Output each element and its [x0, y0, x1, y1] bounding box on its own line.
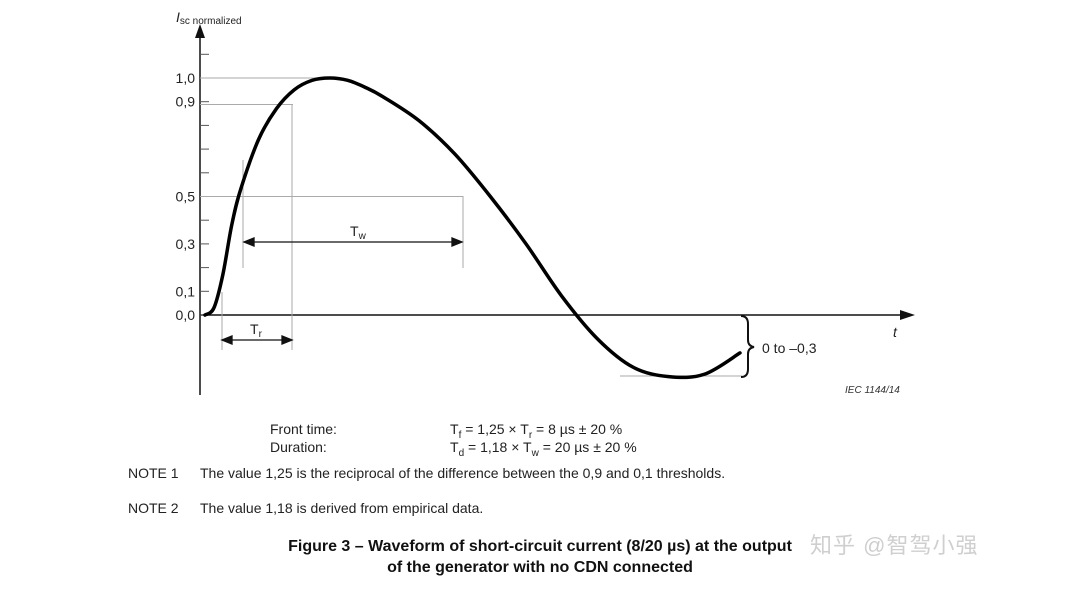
tw-dimension: [242, 237, 464, 247]
note-1-text: The value 1,25 is the reciprocal of the …: [200, 465, 726, 481]
duration-formula: Td = 1,18 × Tw = 20 µs ± 20 %: [450, 439, 637, 459]
x-axis-label: t: [893, 324, 898, 340]
x-axis-arrow: [900, 310, 915, 320]
y-minor-ticks: [200, 53, 209, 316]
undershoot-brace: [740, 315, 755, 378]
tr-label: Tr: [250, 321, 263, 340]
y-axis-label: Isc normalized: [176, 9, 242, 27]
note-2-text: The value 1,18 is derived from empirical…: [200, 500, 484, 516]
front-time-formula: Tf = 1,25 × Tr = 8 µs ± 20 %: [450, 421, 623, 441]
figure-code: IEC 1144/14: [845, 385, 900, 396]
note-2-label: NOTE 2: [128, 500, 179, 516]
watermark-text: 知乎 @智驾小强: [810, 533, 979, 558]
y-tick-label: 0,9: [176, 94, 196, 110]
front-time-label: Front time:: [270, 421, 337, 437]
waveform-curve: [203, 76, 742, 380]
figure-caption-line1: Figure 3 – Waveform of short-circuit cur…: [288, 538, 792, 555]
tw-label: Tw: [350, 223, 367, 242]
y-tick-labels: 1,0 0,9 0,5 0,3 0,1 0,0: [176, 70, 196, 323]
y-tick-label: 0,0: [176, 307, 196, 323]
note-1-label: NOTE 1: [128, 465, 179, 481]
duration-label: Duration:: [270, 439, 327, 455]
undershoot-label: 0 to –0,3: [762, 340, 817, 356]
y-tick-label: 0,1: [176, 283, 196, 299]
y-tick-label: 0,5: [176, 189, 196, 205]
y-axis-arrow: [195, 24, 205, 38]
y-tick-label: 0,3: [176, 236, 196, 252]
y-tick-label: 1,0: [176, 70, 196, 86]
tr-dimension: [220, 335, 294, 345]
figure-caption-line2: of the generator with no CDN connected: [387, 559, 693, 576]
reference-lines: [200, 77, 742, 377]
waveform-figure: 1,0 0,9 0,5 0,3 0,1 0,0 Isc normalized t Tw T…: [176, 9, 915, 396]
